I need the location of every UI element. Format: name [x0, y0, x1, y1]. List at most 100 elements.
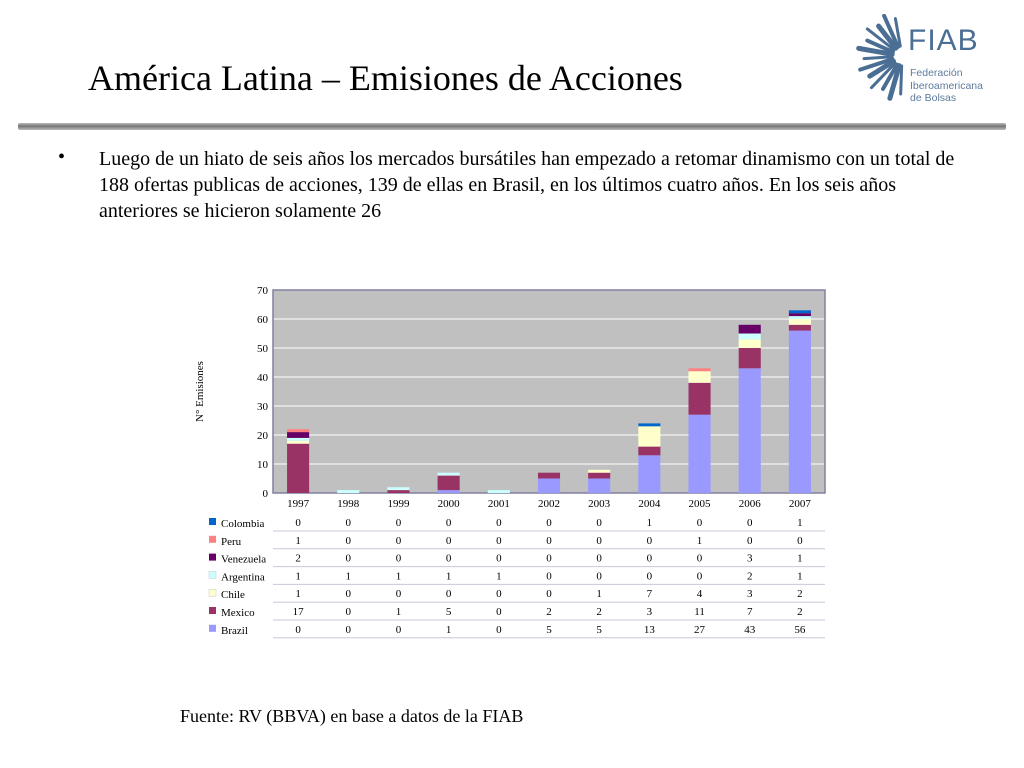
table-cell-value: 0	[295, 517, 301, 529]
table-cell-value: 0	[647, 553, 653, 565]
table-cell-value: 0	[697, 553, 703, 565]
table-cell-value: 5	[446, 606, 452, 618]
bar-segment-chile	[788, 319, 811, 325]
table-cell-value: 0	[396, 535, 402, 547]
table-cell-value: 0	[596, 517, 602, 529]
table-cell-value: 1	[697, 535, 703, 547]
y-tick-label: 10	[257, 459, 269, 471]
table-cell-value: 0	[747, 535, 753, 547]
slide-title: América Latina – Emisiones de Acciones	[88, 58, 683, 98]
bar-segment-brazil	[537, 478, 561, 493]
logo-subtitle-line: Federación	[910, 67, 963, 79]
table-cell-value: 3	[747, 588, 753, 600]
logo-ray	[887, 63, 902, 101]
x-tick-label: 2006	[739, 498, 762, 510]
stacked-bar-chart: 0 10 20 30 40 50 60 70 N° Emisiones 1997 1998 1999 2…	[185, 250, 840, 650]
table-cell-value: 1	[496, 570, 502, 582]
table-cell-value: 1	[446, 570, 452, 582]
table-cell-value: 3	[747, 553, 753, 565]
legend-swatch	[209, 624, 216, 632]
table-cell-value: 0	[446, 553, 452, 565]
legend-swatch	[208, 588, 217, 597]
table-cell-value: 0	[797, 535, 803, 547]
bullet-marker: •	[58, 146, 66, 168]
bar-segment-argentina	[387, 487, 410, 491]
x-tick-label: 2001	[488, 498, 510, 510]
table-cell-value: 0	[546, 570, 552, 582]
table-cell-value: 0	[396, 588, 402, 600]
title-divider	[18, 123, 1006, 130]
bar-segment-mexico	[387, 490, 410, 493]
x-tick-label: 2000	[438, 498, 461, 510]
logo-ray	[865, 27, 896, 52]
legend-label: Chile	[221, 589, 245, 601]
table-cell-value: 0	[396, 624, 402, 636]
table-cell-value: 1	[295, 570, 301, 582]
fiab-logo: FIAB Federación Iberoamericana de Bolsas	[840, 10, 1010, 110]
table-cell-value: 1	[446, 624, 452, 636]
table-cell-value: 2	[797, 588, 803, 600]
y-tick-label: 70	[257, 285, 269, 297]
logo-ray	[858, 57, 895, 72]
table-cell-value: 0	[446, 517, 452, 529]
bar-segment-mexico	[788, 324, 811, 331]
table-cell-value: 0	[546, 553, 552, 565]
bar-segment-mexico	[738, 348, 761, 369]
legend-label: Mexico	[221, 607, 255, 619]
x-tick-label: 2004	[638, 498, 661, 510]
bar-segment-argentina	[337, 490, 360, 493]
y-tick-label: 40	[257, 372, 269, 384]
table-cell-value: 0	[647, 570, 653, 582]
legend-label: Peru	[221, 536, 242, 548]
table-cell-value: 0	[396, 517, 402, 529]
table-cell-value: 13	[644, 624, 656, 636]
table-cell-value: 0	[496, 588, 502, 600]
table-cell-value: 0	[596, 553, 602, 565]
table-cell-value: 0	[546, 535, 552, 547]
x-tick-label: 2003	[588, 498, 611, 510]
table-cell-value: 1	[797, 570, 803, 582]
bar-segment-venezuela	[287, 432, 310, 438]
legend-swatch	[209, 518, 216, 525]
table-cell-value: 3	[647, 606, 653, 618]
logo-subtitle-line: Iberoamericana	[910, 79, 983, 92]
x-tick-label: 1997	[287, 498, 310, 510]
table-cell-value: 56	[794, 624, 806, 636]
table-cell-value: 0	[346, 553, 352, 565]
legend-swatch	[209, 607, 216, 614]
table-cell-value: 0	[346, 606, 352, 618]
y-axis-label: N° Emisiones	[194, 361, 206, 422]
table-cell-value: 0	[346, 535, 352, 547]
table-cell-value: 0	[295, 624, 301, 636]
legend-swatch	[209, 535, 216, 543]
bar-segment-argentina	[437, 472, 460, 476]
source-note: Fuente: RV (BBVA) en base a datos de la …	[180, 706, 524, 726]
bar-segment-brazil	[788, 330, 811, 493]
table-cell-value: 1	[396, 570, 402, 582]
bar-segment-mexico	[688, 382, 711, 415]
starburst-logo-icon	[856, 14, 904, 101]
x-tick-label: 1999	[387, 498, 410, 510]
logo-ray	[869, 61, 897, 90]
table-cell-value: 2	[546, 606, 552, 618]
logo-ray	[876, 23, 899, 51]
table-cell-value: 0	[647, 535, 653, 547]
bar-segment-mexico	[287, 443, 310, 493]
bar-segment-argentina	[487, 490, 510, 493]
logo-ray	[867, 58, 897, 79]
table-cell-value: 1	[396, 606, 402, 618]
table-cell-value: 7	[747, 606, 753, 618]
table-cell-value: 5	[596, 624, 602, 636]
table-cell-value: 0	[496, 606, 502, 618]
table-cell-value: 43	[744, 624, 756, 636]
bar-segment-brazil	[588, 478, 611, 493]
bar-segment-mexico	[638, 446, 661, 456]
legend-label: Venezuela	[221, 554, 266, 566]
legend-label: Brazil	[221, 625, 248, 637]
table-cell-value: 0	[346, 588, 352, 600]
bullet-text: Luego de un hiato de seis años los merca…	[99, 148, 955, 222]
bar-segment-brazil	[688, 414, 711, 493]
table-cell-value: 27	[694, 624, 706, 636]
x-tick-label: 2007	[789, 498, 812, 510]
